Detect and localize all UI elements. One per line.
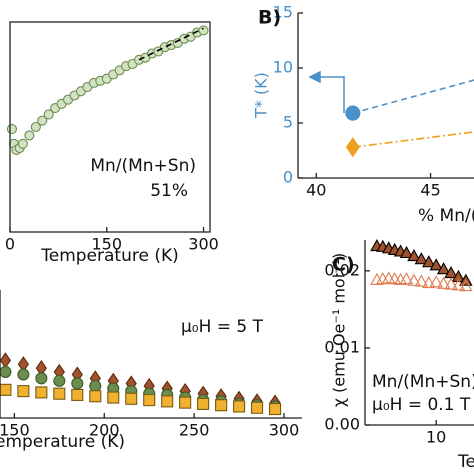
y-tick-label: 10 [273, 58, 293, 77]
point [0, 365, 12, 378]
point [0, 352, 12, 369]
arrow [308, 70, 345, 113]
point [35, 372, 48, 385]
point [251, 401, 264, 414]
x-tick-label: 45 [420, 181, 440, 200]
annotation: μ₀H = 5 T [181, 317, 264, 337]
point [198, 25, 209, 36]
point [89, 390, 102, 403]
point [43, 109, 54, 120]
point [89, 379, 102, 393]
plot-area [370, 238, 473, 292]
x-tick-label: 300 [269, 421, 300, 440]
line [352, 79, 474, 114]
x-axis-label: % Mn/(Mn+Sn) [418, 206, 474, 226]
point [422, 275, 436, 289]
y-tick-label: 0.01 [324, 337, 360, 356]
y-tick-label: 5 [283, 113, 293, 132]
y-axis-label: χ (emu Oe⁻¹ mol⁻¹) [330, 253, 349, 408]
point [179, 396, 192, 409]
point [414, 274, 429, 287]
line [138, 27, 204, 61]
point [24, 130, 35, 141]
y-axis-label: T* (K) [252, 72, 271, 119]
plot-area [345, 79, 474, 158]
x-tick-label: 40 [306, 181, 326, 200]
y-tick-label: 0.00 [324, 415, 360, 434]
x-tick-label: 250 [179, 421, 210, 440]
point [17, 385, 30, 398]
point [30, 121, 41, 133]
point [459, 279, 473, 292]
point [268, 402, 282, 416]
point [71, 388, 84, 402]
point [429, 258, 443, 271]
point [451, 269, 466, 282]
point [444, 277, 458, 290]
annotation: Mn/(Mn+Sn) [90, 156, 196, 176]
point [71, 377, 84, 390]
point [143, 394, 156, 407]
point [161, 395, 174, 408]
point [6, 124, 17, 135]
y-tick-label: 15 [273, 3, 293, 22]
point [422, 255, 436, 268]
point [233, 400, 246, 413]
x-axis-label: Temperature (K) [0, 432, 125, 452]
point [17, 368, 30, 381]
point [407, 273, 421, 286]
point [125, 392, 138, 405]
point [399, 245, 414, 259]
panel-label: B) [258, 7, 281, 29]
y-tick-label: 0 [283, 168, 293, 187]
point [436, 262, 451, 275]
point [345, 137, 360, 158]
x-axis-label: Temperature (K) [457, 452, 474, 472]
y-tick-label: 0.02 [324, 260, 360, 279]
annotation: μ₀H = 0.1 T [372, 395, 471, 415]
plot-area [0, 352, 282, 416]
annotation: 51% [150, 181, 188, 201]
line [352, 131, 474, 148]
point [35, 386, 48, 399]
point [399, 272, 414, 285]
point [436, 276, 451, 289]
x-tick-label: 0 [5, 235, 15, 254]
x-tick-label: 300 [188, 235, 219, 254]
point [107, 391, 120, 404]
point [345, 105, 361, 121]
plot-area [6, 25, 209, 156]
point [37, 115, 48, 126]
x-tick-label: 10 [426, 428, 446, 447]
point [407, 249, 421, 262]
point [0, 383, 12, 396]
point [215, 399, 228, 412]
point [414, 252, 429, 265]
point [53, 374, 66, 387]
point [17, 138, 28, 149]
annotation: Mn/(Mn+Sn) = [372, 372, 474, 392]
point [451, 278, 466, 291]
point [53, 387, 66, 400]
x-tick-label: 150 [0, 421, 30, 440]
point [429, 275, 443, 288]
panel-label: C) [332, 254, 355, 276]
point [197, 397, 210, 410]
x-tick-label: 150 [92, 235, 123, 254]
x-tick-label: 200 [89, 421, 120, 440]
axes-frame [9, 21, 211, 233]
x-axis-label: Temperature (K) [40, 246, 179, 266]
